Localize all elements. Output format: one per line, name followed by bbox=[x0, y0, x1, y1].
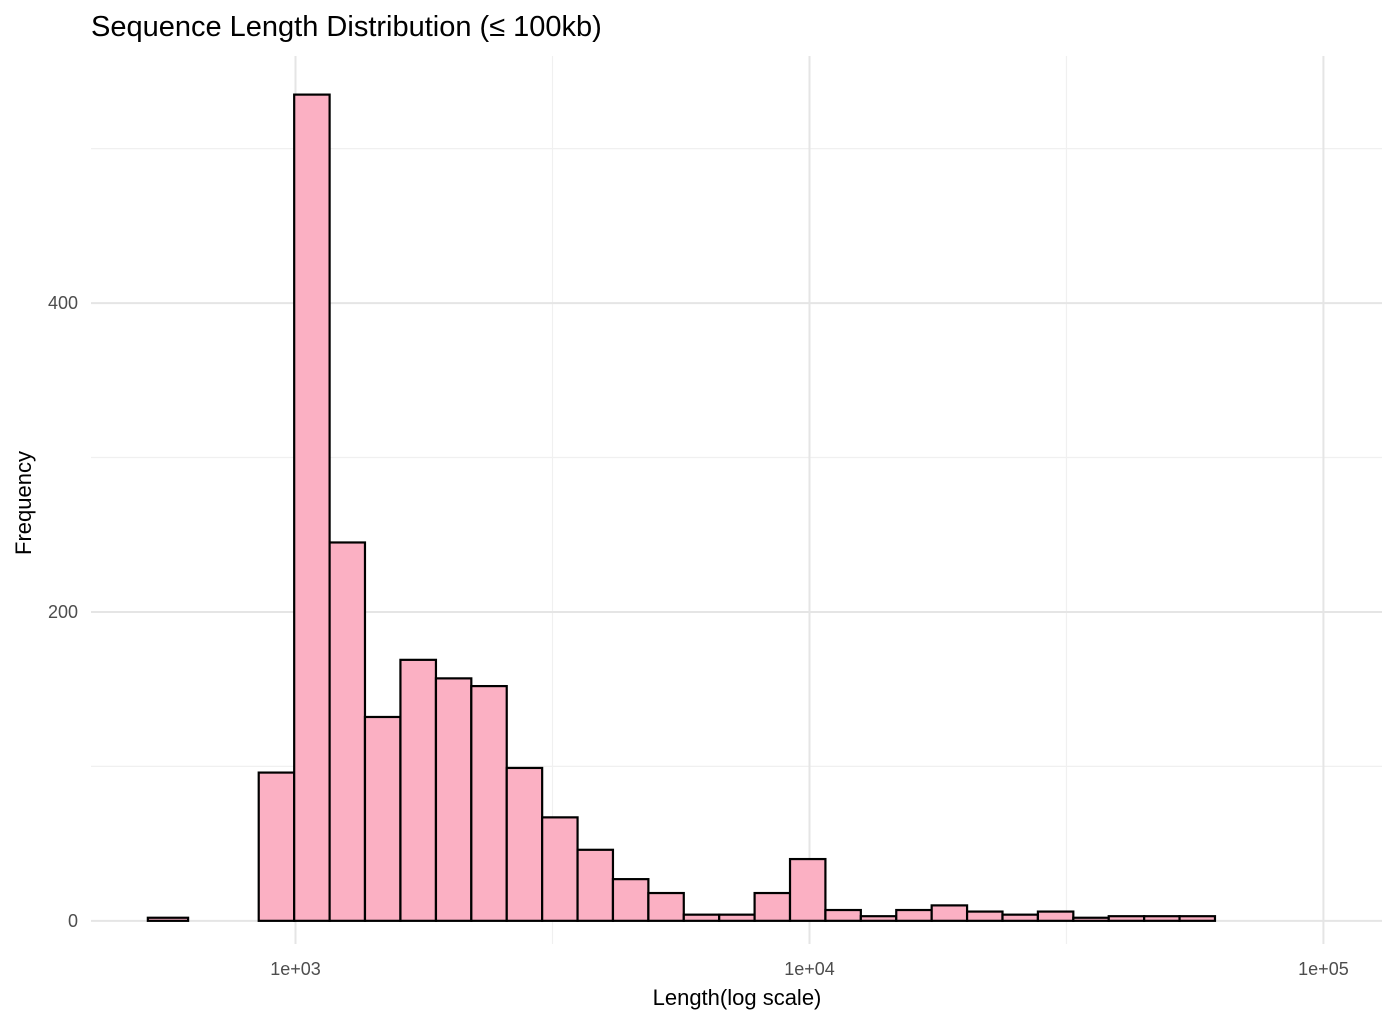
x-tick-label: 1e+05 bbox=[1298, 959, 1349, 979]
histogram-bar bbox=[470, 684, 508, 922]
histogram-bar bbox=[293, 93, 331, 922]
histogram-bar bbox=[505, 766, 544, 922]
histogram-bar bbox=[1178, 915, 1217, 922]
chart-title: Sequence Length Distribution (≤ 100kb) bbox=[91, 11, 602, 43]
histogram-bar bbox=[1001, 913, 1040, 922]
histogram-bar bbox=[895, 908, 933, 922]
histogram-bar bbox=[1072, 916, 1110, 922]
x-tick-label: 1e+03 bbox=[270, 959, 321, 979]
tick-labels: 0 200 400 1e+03 1e+04 1e+05 bbox=[48, 293, 1349, 979]
histogram-bar bbox=[363, 715, 402, 922]
bars bbox=[146, 93, 1217, 922]
histogram-bar bbox=[399, 658, 438, 922]
histogram-bar bbox=[647, 891, 685, 922]
histogram-bar bbox=[328, 541, 367, 922]
histogram-bar bbox=[859, 915, 898, 922]
histogram-bar bbox=[718, 913, 756, 922]
y-tick-label: 400 bbox=[48, 293, 78, 313]
y-axis-title: Frequency bbox=[11, 451, 36, 555]
histogram-bar bbox=[1036, 910, 1075, 922]
histogram-bar bbox=[1107, 915, 1146, 922]
histogram-bar bbox=[541, 816, 579, 922]
histogram-bar bbox=[611, 878, 650, 922]
y-tick-label: 0 bbox=[68, 911, 78, 931]
histogram-bar bbox=[257, 771, 296, 922]
y-tick-label: 200 bbox=[48, 602, 78, 622]
histogram-bar bbox=[753, 891, 792, 922]
histogram-bar bbox=[682, 913, 721, 922]
histogram-bar bbox=[930, 904, 969, 922]
histogram-bar bbox=[146, 916, 190, 922]
x-tick-label: 1e+04 bbox=[784, 959, 835, 979]
histogram-bar bbox=[434, 677, 473, 922]
histogram-bar bbox=[576, 848, 615, 922]
histogram-bar bbox=[824, 908, 862, 922]
histogram-bar bbox=[788, 857, 827, 922]
x-axis-title: Length(log scale) bbox=[653, 985, 822, 1010]
histogram-bar bbox=[1143, 915, 1181, 922]
histogram-bar bbox=[965, 910, 1004, 922]
